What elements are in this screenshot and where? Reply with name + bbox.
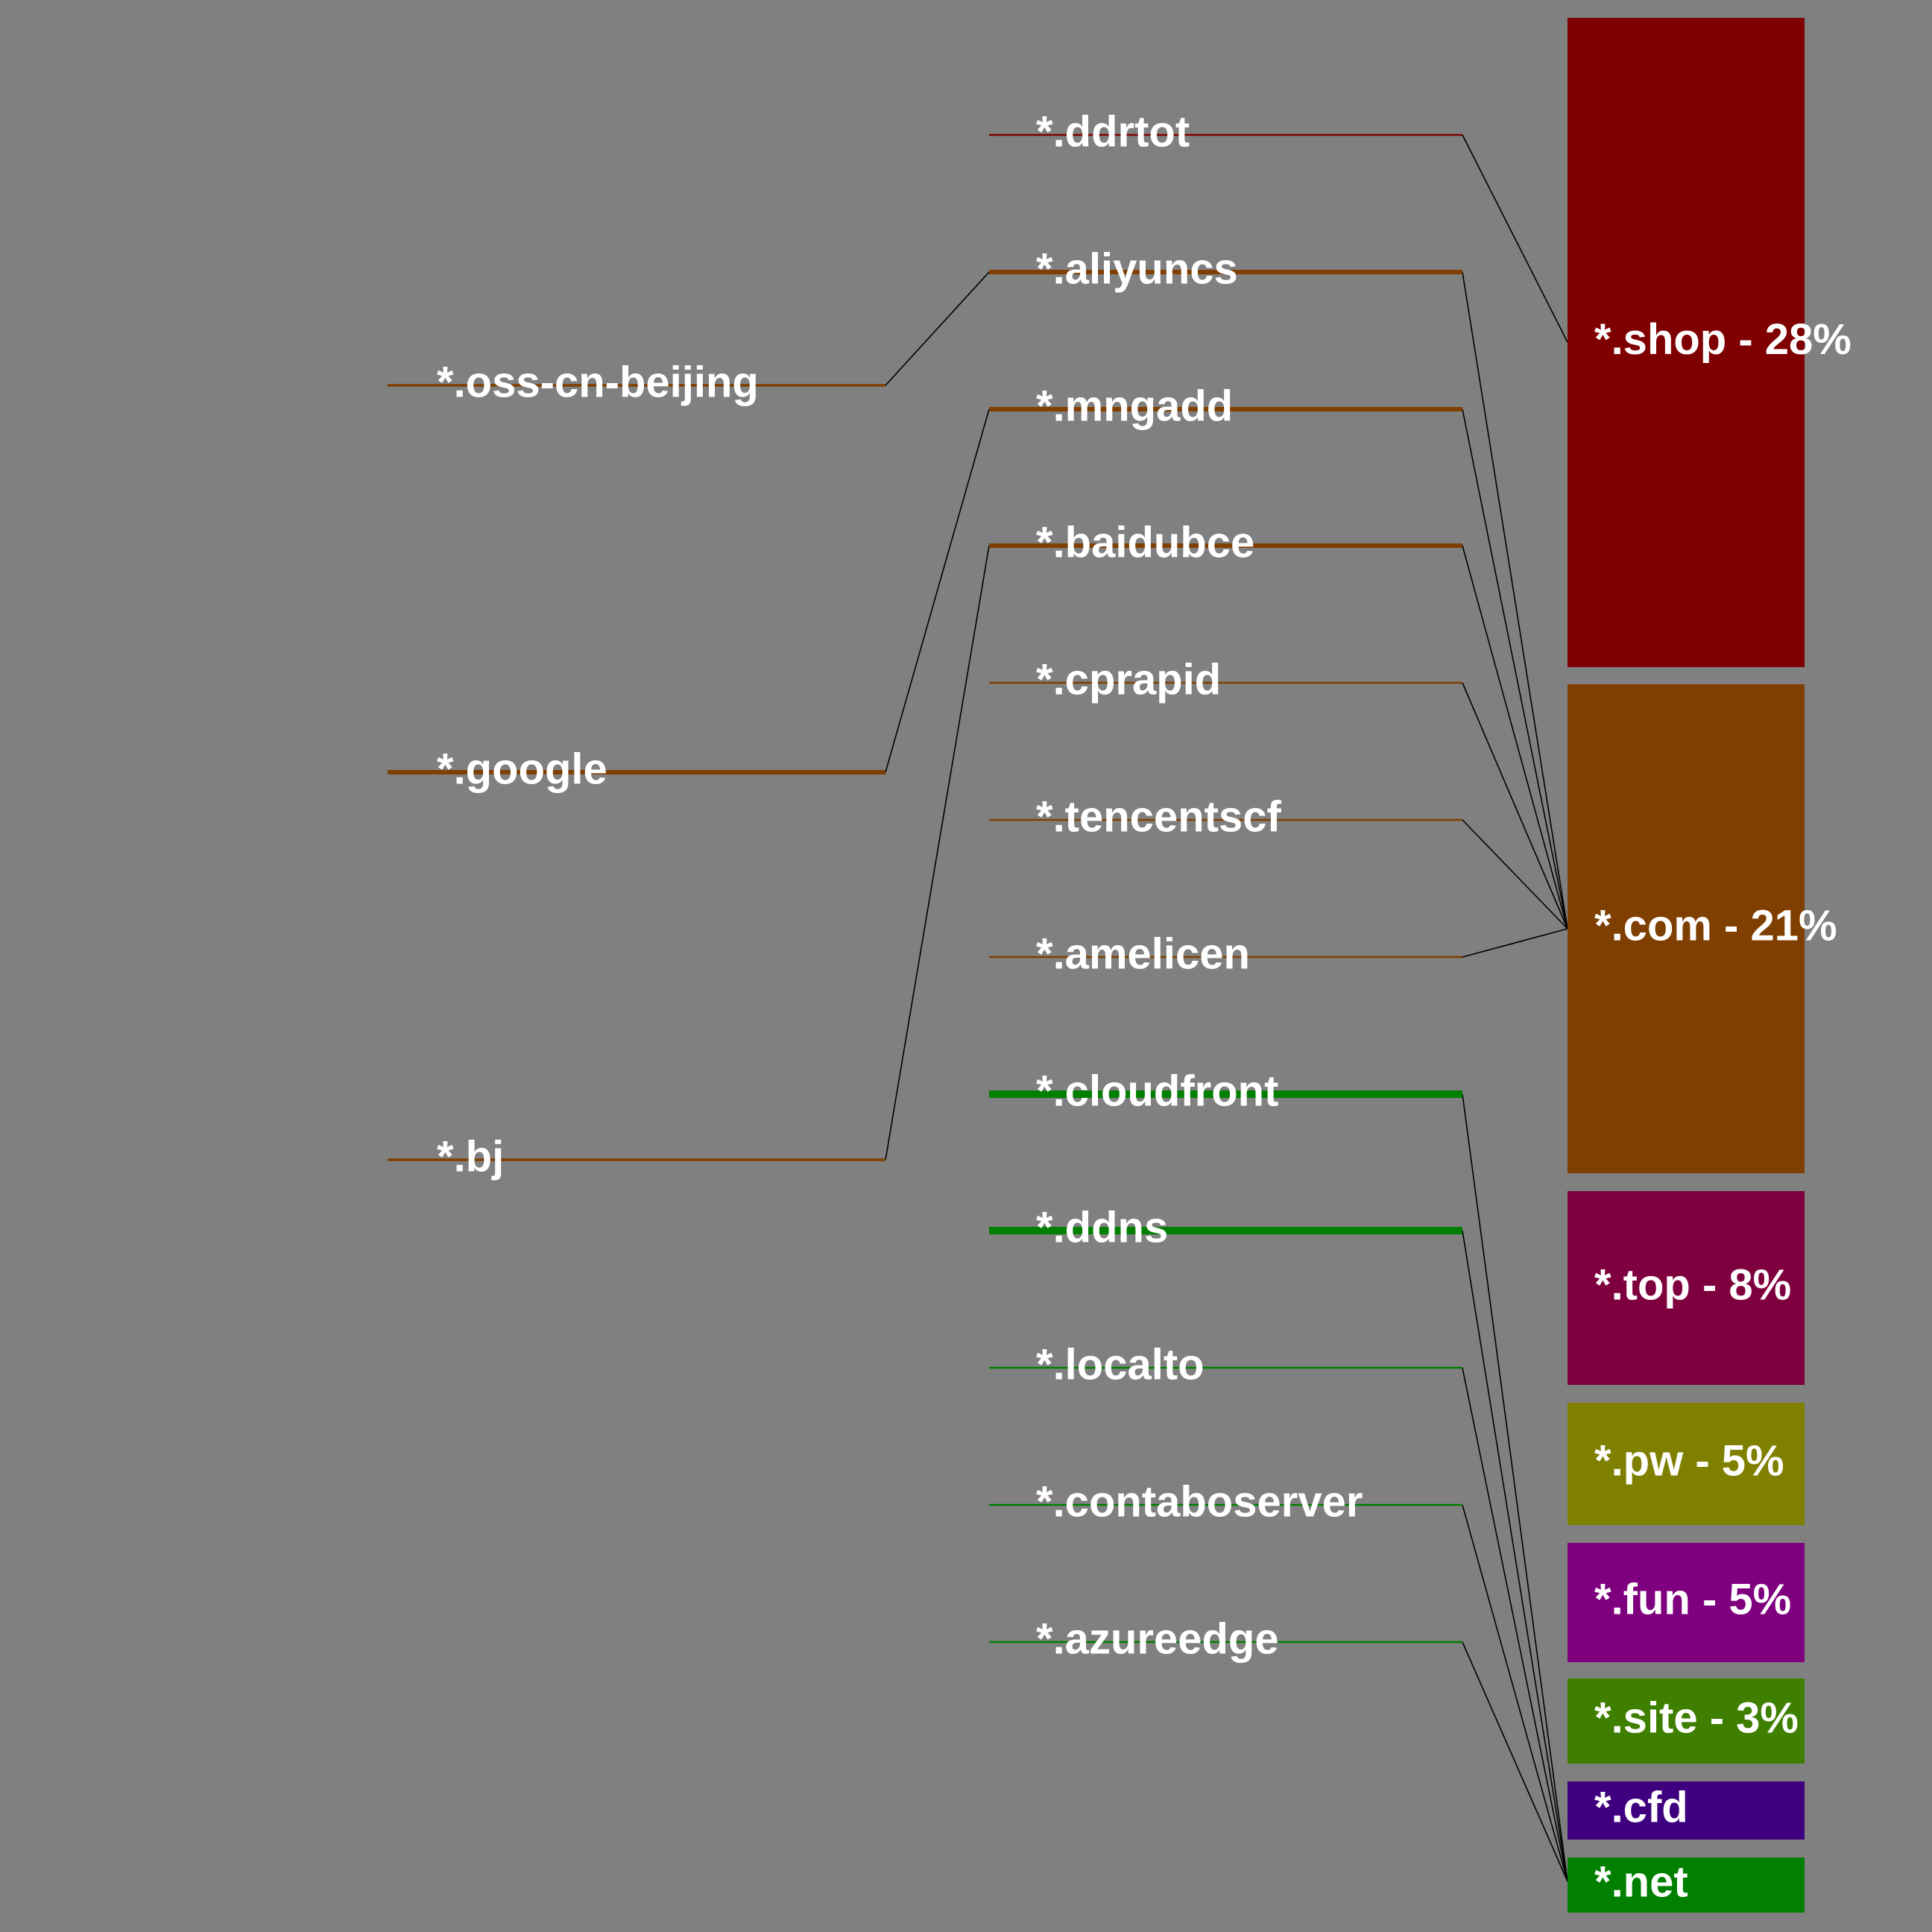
- tld-bars: [1568, 18, 1805, 1913]
- tld-label-net: *.net: [1594, 1857, 1688, 1906]
- domain-label-ddns: *.ddns: [1036, 1203, 1168, 1251]
- tld-bar-fun: [1568, 1543, 1805, 1662]
- connector-contaboserver-to-net: [1462, 1504, 1568, 1882]
- connector-amelicen-to-com: [1462, 928, 1568, 958]
- domain-label-ddrtot: *.ddrtot: [1036, 107, 1190, 156]
- tld-bar-shop: [1568, 18, 1805, 667]
- subdomain-lines: [388, 384, 886, 1161]
- domain-label-aliyuncs: *.aliyuncs: [1036, 244, 1238, 293]
- connector-cprapid-to-com: [1462, 682, 1568, 929]
- domain-label-localto: *.localto: [1036, 1340, 1205, 1389]
- domain-label-amelicen: *.amelicen: [1036, 929, 1250, 978]
- connector-aliyuncs-to-com: [1462, 271, 1568, 929]
- connector-mngadd-to-com: [1462, 408, 1568, 929]
- domain-label-mngadd: *.mngadd: [1036, 382, 1233, 430]
- tld-bar-site: [1568, 1679, 1805, 1764]
- tld-label-cfd: *.cfd: [1594, 1783, 1688, 1831]
- domain-label-baidubce: *.baidubce: [1036, 518, 1254, 566]
- tld-label-shop: *.shop - 28%: [1594, 315, 1852, 364]
- tld-bar-top: [1568, 1191, 1805, 1385]
- tld-bar-cfd: [1568, 1781, 1805, 1840]
- connector-localto-to-net: [1462, 1367, 1568, 1882]
- tld-label-site: *.site - 3%: [1594, 1693, 1799, 1742]
- domain-label-azureedge: *.azureedge: [1036, 1614, 1279, 1663]
- domain-label-cloudfront: *.cloudfront: [1036, 1067, 1278, 1115]
- connector-tencentscf-to-com: [1462, 819, 1568, 929]
- subdomain-label-oss-cn-beijing: *.oss-cn-beijing: [437, 358, 759, 406]
- domain-lines: [989, 133, 1462, 1644]
- labels: *.shop - 28% *.com - 21% *.top - 8% *.pw - …: [437, 107, 1852, 1906]
- subdomain-label-bj: *.bj: [437, 1132, 504, 1181]
- connector-lines: [885, 134, 1568, 1882]
- domain-label-cprapid: *.cprapid: [1036, 655, 1221, 704]
- tld-label-fun: *.fun - 5%: [1594, 1575, 1791, 1623]
- tld-bar-com: [1568, 684, 1805, 1173]
- tld-bar-net: [1568, 1857, 1805, 1913]
- domain-label-tencentscf: *.tencentscf: [1036, 792, 1281, 841]
- subdomain-label-google: *.google: [437, 745, 607, 793]
- domain-label-contaboserver: *.contaboserver: [1036, 1477, 1363, 1526]
- tld-label-com: *.com - 21%: [1594, 901, 1837, 950]
- tld-bar-pw: [1568, 1403, 1805, 1525]
- tld-label-top: *.top - 8%: [1594, 1260, 1791, 1309]
- connector-google-to-mngadd: [885, 408, 990, 773]
- connector-azureedge-to-net: [1462, 1641, 1568, 1882]
- connector-ddns-to-net: [1462, 1230, 1568, 1882]
- connector-bj-to-baidubce: [885, 545, 990, 1161]
- connector-ddrtot-to-shop: [1462, 134, 1568, 343]
- connector-cloudfront-to-net: [1462, 1093, 1568, 1882]
- connector-baidubce-to-com: [1462, 545, 1568, 929]
- tld-label-pw: *.pw - 5%: [1594, 1436, 1784, 1485]
- connector-oss-cn-beijing-to-aliyuncs: [885, 271, 990, 386]
